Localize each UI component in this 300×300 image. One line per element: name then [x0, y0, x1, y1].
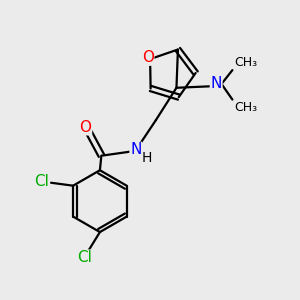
Text: N: N: [130, 142, 142, 158]
Text: O: O: [142, 50, 154, 65]
Text: Cl: Cl: [34, 174, 49, 189]
Text: N: N: [211, 76, 222, 92]
Text: H: H: [141, 151, 152, 165]
Text: CH₃: CH₃: [234, 56, 257, 69]
Text: CH₃: CH₃: [234, 101, 257, 114]
Text: Cl: Cl: [77, 250, 92, 265]
Text: O: O: [80, 120, 92, 135]
